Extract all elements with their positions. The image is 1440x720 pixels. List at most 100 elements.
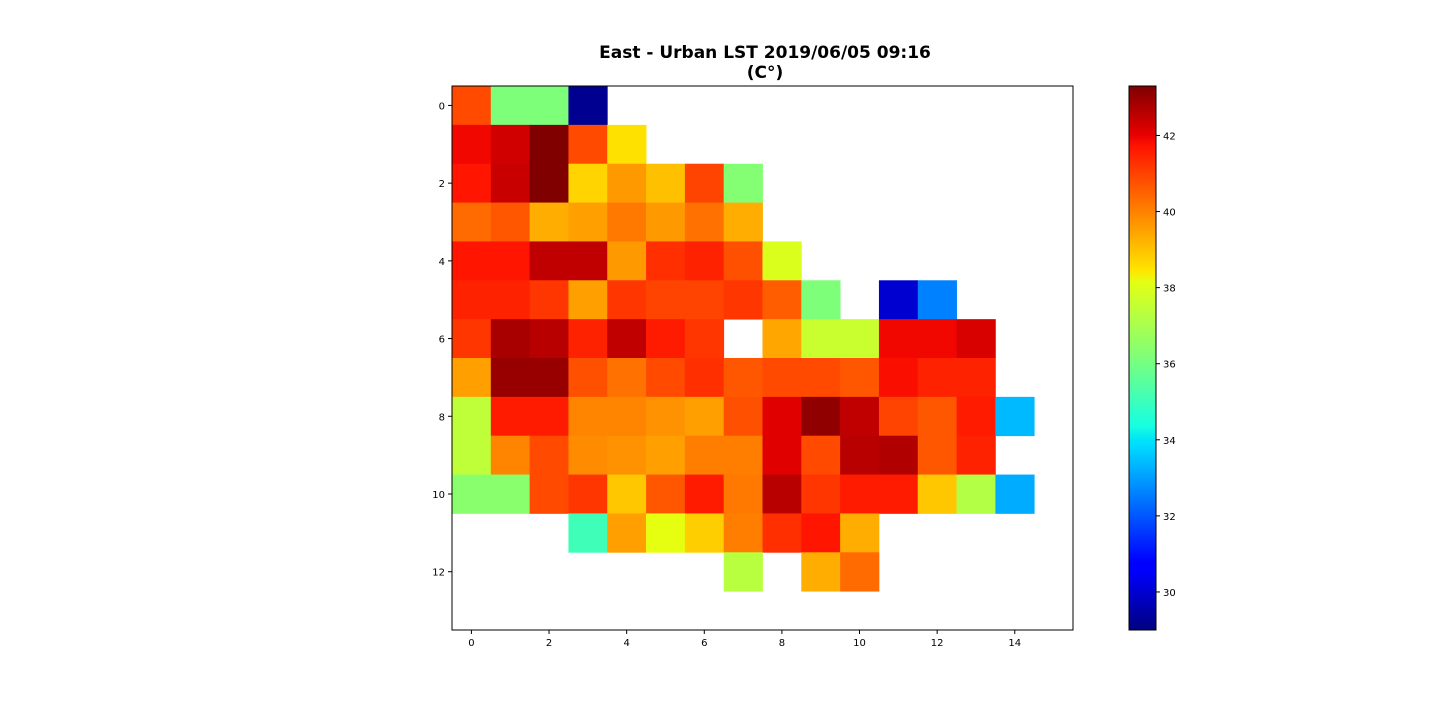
heatmap-cell bbox=[840, 358, 880, 398]
y-tick-label: 6 bbox=[439, 335, 445, 346]
heatmap-cell bbox=[529, 241, 569, 281]
heatmap-cell bbox=[568, 86, 608, 126]
y-tick-label: 10 bbox=[432, 490, 445, 501]
colorbar-tick-label: 32 bbox=[1163, 512, 1176, 523]
colorbar bbox=[1128, 85, 1157, 631]
heatmap-cell bbox=[956, 435, 996, 475]
heatmap-cell bbox=[646, 163, 686, 203]
heatmap-cell bbox=[878, 358, 919, 398]
plot-frame bbox=[451, 85, 1074, 631]
heatmap-cell bbox=[878, 280, 919, 320]
heatmap-cell bbox=[568, 163, 608, 203]
heatmap-cell bbox=[646, 513, 686, 553]
heatmap-cell bbox=[762, 358, 802, 398]
heatmap-cell bbox=[490, 280, 531, 320]
heatmap-cell bbox=[995, 474, 1035, 514]
heatmap-cell bbox=[684, 435, 725, 475]
heatmap-cell bbox=[684, 396, 725, 437]
heatmap-cell bbox=[490, 241, 531, 281]
heatmap-cell bbox=[840, 396, 880, 437]
y-tick-label: 0 bbox=[439, 101, 445, 112]
y-tick-label: 12 bbox=[432, 568, 445, 579]
heatmap-cell bbox=[840, 435, 880, 475]
heatmap-cell bbox=[878, 319, 919, 359]
heatmap-cell bbox=[490, 202, 531, 242]
heatmap-cell bbox=[607, 319, 647, 359]
heatmap-cell bbox=[995, 396, 1035, 437]
heatmap-cell bbox=[529, 124, 569, 165]
heatmap-cell bbox=[917, 358, 957, 398]
heatmap-cell bbox=[840, 319, 880, 359]
heatmap-cell bbox=[723, 552, 763, 592]
heatmap-cell bbox=[840, 513, 880, 553]
heatmap-cell bbox=[917, 435, 957, 475]
heatmap-cell bbox=[646, 358, 686, 398]
heatmap-cell bbox=[801, 319, 841, 359]
heatmap-cell bbox=[529, 319, 569, 359]
heatmap-cell bbox=[956, 358, 996, 398]
heatmap-cell bbox=[490, 396, 531, 437]
x-tick-label: 14 bbox=[1008, 638, 1021, 649]
x-axis: 0 2 4 6 8 10 12 14 bbox=[468, 630, 1021, 649]
heatmap-cell bbox=[646, 319, 686, 359]
heatmap-cell bbox=[878, 474, 919, 514]
x-tick-label: 8 bbox=[779, 638, 785, 649]
heatmap-cell bbox=[723, 241, 763, 281]
heatmap-cell bbox=[568, 319, 608, 359]
heatmap-cell bbox=[490, 86, 531, 126]
heatmap-cell bbox=[452, 241, 492, 281]
heatmap-cell bbox=[801, 396, 841, 437]
heatmap-cell bbox=[956, 474, 996, 514]
heatmap-cell bbox=[646, 474, 686, 514]
heatmap-cell bbox=[452, 163, 492, 203]
heatmap-cell bbox=[684, 513, 725, 553]
heatmap-cell bbox=[452, 280, 492, 320]
heatmap-cell bbox=[529, 202, 569, 242]
heatmap-cell bbox=[723, 513, 763, 553]
heatmap-cell bbox=[490, 435, 531, 475]
heatmap-cell bbox=[646, 396, 686, 437]
heatmap-cell bbox=[878, 396, 919, 437]
heatmap-cell bbox=[723, 280, 763, 320]
heatmap-cell bbox=[878, 435, 919, 475]
heatmap-cell bbox=[452, 396, 492, 437]
heatmap-cell bbox=[917, 280, 957, 320]
heatmap-cell bbox=[607, 241, 647, 281]
heatmap-cell bbox=[723, 163, 763, 203]
x-tick-label: 0 bbox=[468, 638, 474, 649]
heatmap-cell bbox=[568, 358, 608, 398]
heatmap-cell bbox=[801, 552, 841, 592]
heatmap-cell bbox=[607, 396, 647, 437]
y-axis: 0 2 4 6 8 10 12 bbox=[432, 101, 452, 579]
heatmap-cell bbox=[568, 241, 608, 281]
colorbar-tick-label: 42 bbox=[1163, 131, 1176, 142]
heatmap-cell bbox=[801, 435, 841, 475]
heatmap-cell bbox=[840, 552, 880, 592]
heatmap-cell bbox=[762, 396, 802, 437]
heatmap-cell bbox=[684, 241, 725, 281]
heatmap-cell bbox=[684, 202, 725, 242]
heatmap-cell bbox=[568, 396, 608, 437]
heatmap-cell bbox=[917, 474, 957, 514]
heatmap-cell bbox=[452, 474, 492, 514]
heatmap-cell bbox=[723, 358, 763, 398]
heatmap-cell bbox=[684, 280, 725, 320]
heatmap-cell bbox=[490, 124, 531, 165]
heatmap-cell bbox=[607, 163, 647, 203]
heatmap-cell bbox=[762, 435, 802, 475]
heatmap-cell bbox=[529, 435, 569, 475]
colorbar-tick-label: 38 bbox=[1163, 284, 1176, 295]
heatmap-cell bbox=[762, 241, 802, 281]
heatmap-cell bbox=[452, 435, 492, 475]
heatmap-cell bbox=[956, 396, 996, 437]
heatmap-cell bbox=[490, 358, 531, 398]
heatmap-cell bbox=[762, 513, 802, 553]
heatmap-cell bbox=[452, 86, 492, 126]
heatmap-cell bbox=[529, 474, 569, 514]
heatmap-cell bbox=[762, 280, 802, 320]
y-tick-label: 4 bbox=[439, 257, 445, 268]
heatmap-cell bbox=[529, 396, 569, 437]
heatmap-cell bbox=[801, 474, 841, 514]
heatmap-cell bbox=[607, 513, 647, 553]
